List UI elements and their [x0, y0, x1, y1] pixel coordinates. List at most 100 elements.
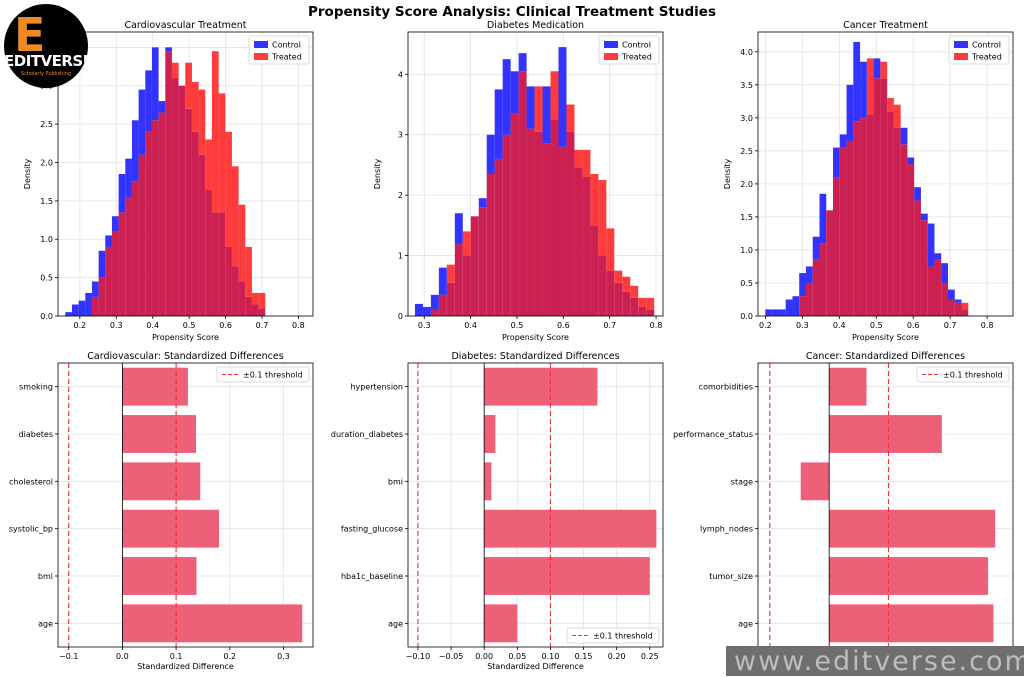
x-tick-label: 0.3 [277, 652, 290, 661]
chart-title: Diabetes Medication [487, 20, 584, 31]
histogram-bar-control [165, 47, 172, 52]
histogram-bar-control [812, 236, 820, 260]
histogram-bar-treated [205, 139, 212, 190]
category-label: hba1c_baseline [341, 572, 403, 581]
histogram-bar-overlap [205, 189, 212, 316]
histogram-bar-overlap [151, 120, 159, 317]
std-diff-bar-age [484, 604, 518, 643]
legend-label-treated: Treated [271, 53, 302, 62]
histogram-bar-treated [880, 61, 888, 79]
histogram-bar-overlap [158, 112, 166, 316]
x-tick-label: 0.3 [418, 321, 431, 330]
y-tick-label: 3.5 [740, 81, 753, 90]
histogram-bar-overlap [494, 158, 503, 316]
std-diff-bar-diabetes [122, 415, 196, 453]
x-tick-label: 0.5 [870, 321, 883, 330]
histogram-bar-overlap [534, 131, 543, 316]
histogram-bar-treated [887, 98, 894, 112]
histogram-bar-overlap [478, 207, 487, 316]
histogram-bar-control [125, 158, 132, 198]
histogram-bar-control [105, 235, 112, 247]
histogram-bar-overlap [502, 134, 511, 316]
histogram-bar-overlap [880, 78, 888, 316]
histogram-bar-control [839, 134, 847, 148]
histogram-panel-0: 0.20.30.40.50.60.70.80.00.51.01.52.02.53… [23, 20, 314, 342]
histogram-bar-treated [258, 292, 266, 309]
histogram-bar-treated [961, 302, 969, 310]
histogram-bar-overlap [614, 282, 623, 316]
std-diff-bar-smoking [122, 367, 188, 406]
histogram-bar-treated [198, 89, 206, 155]
histogram-bar-control [422, 306, 431, 316]
histogram-bar-treated [225, 131, 232, 247]
histogram-bar-control [478, 198, 487, 208]
watermark-text: www.editverse.com [734, 646, 1024, 677]
histogram-bar-overlap [590, 225, 599, 316]
x-tick-label: 0.6 [557, 321, 570, 330]
histogram-bar-control [846, 84, 854, 141]
histogram-bar-overlap [900, 144, 908, 316]
histogram-bar-control [414, 303, 423, 316]
histogram-bar-treated [211, 51, 219, 213]
category-label: diabetes [19, 430, 53, 439]
histogram-bar-treated [462, 231, 471, 256]
y-axis-label: Density [23, 159, 32, 190]
histogram-bar-control [510, 71, 519, 114]
x-axis-label: Propensity Score [852, 333, 919, 342]
histogram-bar-control [85, 292, 92, 316]
histogram-bar-control [873, 58, 881, 79]
x-tick-label: 0.8 [981, 321, 994, 330]
histogram-bar-overlap [198, 154, 206, 316]
histogram-bar-control [853, 41, 861, 122]
histogram-bar-overlap [438, 294, 447, 316]
histogram-bar-overlap [630, 297, 639, 316]
histogram-bar-overlap [430, 309, 439, 316]
histogram-bar-control [799, 273, 806, 297]
x-tick-label: 0.4 [146, 321, 159, 330]
category-label: smoking [19, 383, 53, 392]
x-tick-label: 0.6 [907, 321, 920, 330]
histogram-bar-overlap [165, 51, 172, 317]
histogram-bar-overlap [238, 281, 246, 316]
histogram-bar-overlap [846, 140, 854, 316]
histogram-bar-control [860, 61, 867, 118]
histogram-panel-1: 0.3 0.4 0.5 0.6 0.7 0.8 0 1 2 3 4 Diabetes Medicati… [373, 20, 664, 342]
chart-title: Cardiovascular: Standardized Differences [87, 351, 283, 362]
legend-label-threshold: ±0.1 threshold [243, 371, 303, 380]
histogram-bar-overlap [598, 255, 607, 316]
x-tick-label: 0.10 [541, 652, 559, 661]
y-axis-label: Density [373, 159, 382, 190]
y-tick-label: 2.5 [40, 120, 53, 129]
editverse-logo: E EDITVERSE Scholarly Publishing [4, 4, 88, 88]
histogram-bar-overlap [526, 128, 535, 316]
histogram-bar-treated [534, 86, 543, 132]
histogram-bar-overlap [225, 246, 232, 316]
histogram-bar-control [765, 309, 773, 316]
histogram-bar-overlap [582, 177, 591, 316]
histogram-bar-overlap [138, 154, 146, 316]
category-label: systolic_bp [9, 525, 53, 534]
histogram-bar-treated [171, 62, 179, 79]
y-tick-label: 1.5 [40, 197, 53, 206]
histogram-bar-overlap [826, 210, 834, 316]
plot-frame [57, 362, 314, 648]
histogram-bar-control [111, 216, 119, 232]
histogram-bar-control [907, 157, 915, 165]
legend-swatch-control [604, 41, 618, 48]
x-tick-label: 0.00 [475, 652, 493, 661]
histogram-bar-treated [646, 297, 655, 310]
histogram-bar-overlap [245, 296, 252, 316]
histogram-bar-overlap [91, 296, 99, 316]
histogram-bar-treated [218, 93, 226, 213]
histogram-bar-treated [550, 71, 559, 120]
x-tick-label: 0.2 [73, 321, 86, 330]
y-tick-label: 2.0 [40, 158, 53, 167]
histogram-bar-control [941, 263, 948, 283]
std-diff-bar-lymph_nodes [829, 509, 996, 548]
std-diff-bar-performance_status [829, 415, 942, 453]
histogram-bar-overlap [211, 212, 219, 316]
histogram-bar-control [542, 86, 551, 144]
histogram-panel-2: 0.2 0.3 0.4 0.5 0.6 0.7 0.8 0.0 0.5 1.0 1.5 2.0 2.5 3… [723, 20, 1014, 342]
